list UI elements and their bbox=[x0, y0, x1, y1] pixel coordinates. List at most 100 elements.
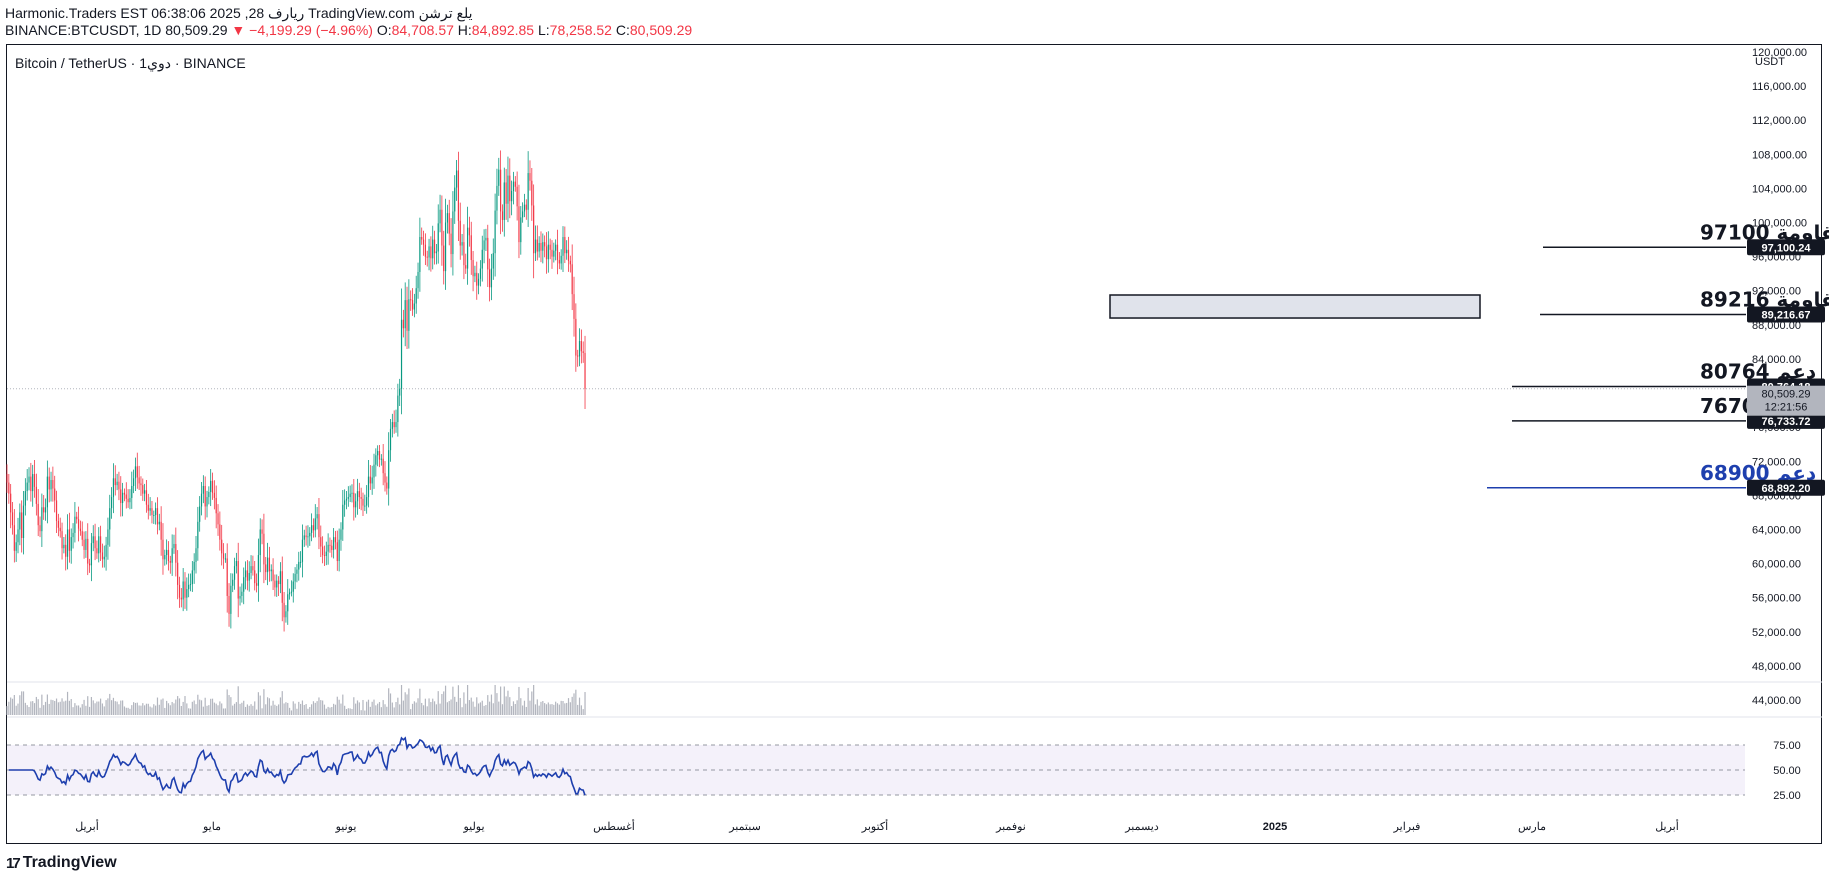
volume-bar bbox=[551, 704, 553, 715]
volume-bar bbox=[402, 700, 404, 715]
volume-bar bbox=[582, 709, 584, 715]
volume-bar bbox=[149, 706, 151, 715]
volume-bar bbox=[327, 706, 329, 715]
volume-bar bbox=[501, 704, 504, 715]
candle-body bbox=[79, 528, 81, 532]
candle-body bbox=[283, 602, 285, 618]
volume-bar bbox=[562, 700, 564, 715]
level-price-tag-text: 89,216.67 bbox=[1762, 309, 1811, 321]
symbol-info: BINANCE:BTCUSDT, 1D 80,509.29 ▼ −4,199.2… bbox=[5, 22, 692, 38]
candle-body bbox=[349, 493, 351, 498]
volume-bar bbox=[17, 703, 19, 715]
volume-bar bbox=[171, 701, 173, 715]
volume-bar bbox=[472, 701, 474, 715]
volume-bar bbox=[388, 688, 390, 715]
candle-body bbox=[472, 260, 474, 277]
candle-body bbox=[173, 543, 175, 549]
candle-body bbox=[248, 572, 250, 581]
y-tick-label: 52,000.00 bbox=[1752, 627, 1801, 639]
candle-body bbox=[523, 204, 526, 212]
volume-bar bbox=[373, 699, 375, 715]
volume-bar bbox=[384, 704, 386, 715]
candle-body bbox=[147, 504, 149, 511]
volume-bar bbox=[395, 701, 397, 715]
candle-body bbox=[270, 569, 272, 572]
volume-bar bbox=[476, 697, 478, 715]
candle-body bbox=[362, 498, 364, 506]
volume-bar bbox=[8, 701, 10, 715]
candle-body bbox=[577, 355, 579, 357]
volume-bar bbox=[540, 701, 542, 715]
candle-body bbox=[399, 388, 401, 396]
symbol-line: BINANCE:BTCUSDT, 1D 80,509.29 bbox=[5, 22, 228, 38]
volume-bar bbox=[421, 702, 423, 715]
volume-bar bbox=[226, 689, 228, 715]
candle-body bbox=[333, 537, 335, 550]
candle-body bbox=[153, 514, 155, 516]
candle-body bbox=[298, 561, 300, 570]
chart-frame[interactable] bbox=[6, 44, 1822, 844]
candle-body bbox=[413, 303, 415, 310]
candle-body bbox=[485, 237, 487, 241]
volume-bar bbox=[290, 710, 293, 715]
volume-bar bbox=[298, 701, 300, 715]
volume-bar bbox=[112, 697, 115, 715]
candle-body bbox=[243, 577, 245, 592]
volume-bar bbox=[411, 703, 414, 715]
volume-bar bbox=[156, 697, 159, 715]
candle-body bbox=[312, 525, 315, 531]
volume-bar bbox=[465, 703, 467, 715]
candle-body bbox=[378, 451, 381, 460]
volume-bar bbox=[479, 702, 482, 715]
candle-body bbox=[344, 500, 346, 505]
volume-bar bbox=[182, 701, 184, 715]
volume-bar bbox=[426, 706, 428, 715]
candle-body bbox=[11, 512, 14, 526]
candle-body bbox=[514, 181, 516, 187]
volume-bar bbox=[309, 707, 311, 715]
volume-bar bbox=[215, 703, 217, 715]
volume-bar bbox=[105, 700, 107, 715]
candle-body bbox=[48, 476, 50, 490]
candle-body bbox=[336, 542, 338, 562]
volume-bar bbox=[490, 694, 493, 715]
volume-bar bbox=[567, 698, 570, 715]
candle-body bbox=[437, 223, 439, 252]
volume-bar bbox=[507, 690, 509, 715]
tradingview-logo[interactable]: 17 TradingView bbox=[6, 854, 117, 872]
candle-body bbox=[307, 536, 309, 538]
candle-body bbox=[123, 492, 126, 495]
candle-body bbox=[87, 538, 89, 564]
candle-body bbox=[375, 455, 377, 465]
candle-body bbox=[237, 561, 239, 599]
candle-body bbox=[68, 529, 70, 551]
candle-body bbox=[21, 512, 23, 538]
candle-body bbox=[76, 516, 78, 520]
candle-body bbox=[580, 341, 582, 352]
volume-bar bbox=[545, 704, 548, 715]
candle-body bbox=[393, 422, 395, 428]
volume-bar bbox=[455, 701, 458, 715]
volume-bar bbox=[57, 702, 59, 715]
candle-body bbox=[138, 477, 140, 484]
candle-body bbox=[167, 549, 170, 562]
candle-body bbox=[160, 521, 162, 540]
candle-body bbox=[224, 558, 226, 560]
volume-bar bbox=[241, 702, 243, 715]
candle-body bbox=[459, 220, 461, 246]
volume-bar bbox=[353, 697, 355, 715]
volume-bar bbox=[325, 708, 327, 715]
volume-bar bbox=[448, 701, 450, 715]
volume-bar bbox=[560, 700, 562, 715]
volume-bar bbox=[338, 699, 340, 715]
candle-body bbox=[259, 529, 261, 556]
candle-body bbox=[544, 242, 546, 247]
candle-body bbox=[158, 521, 160, 525]
volume-bar bbox=[558, 704, 560, 715]
x-tick-label: ديسمبر bbox=[1124, 821, 1159, 833]
y-tick-label: 116,000.00 bbox=[1752, 81, 1806, 93]
volume-bar bbox=[35, 696, 37, 715]
volume-bar bbox=[24, 702, 26, 715]
volume-bar bbox=[406, 694, 408, 715]
